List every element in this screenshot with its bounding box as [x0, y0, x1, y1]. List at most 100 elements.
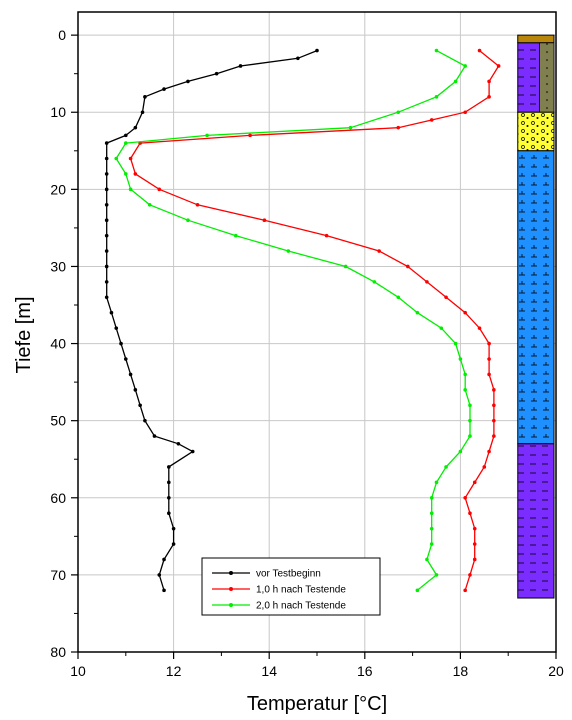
data-point: [128, 187, 133, 192]
data-point: [415, 588, 420, 593]
data-point: [186, 218, 190, 222]
data-point: [214, 71, 219, 76]
data-point: [124, 172, 128, 176]
data-point: [396, 295, 401, 300]
data-point: [468, 403, 472, 408]
data-point: [104, 218, 109, 222]
data-point: [205, 133, 209, 138]
data-point: [396, 125, 401, 130]
data-point: [472, 557, 477, 562]
data-point: [458, 449, 463, 454]
data-point: [463, 372, 467, 377]
data-point: [482, 465, 487, 469]
data-point: [109, 310, 114, 315]
data-point: [147, 202, 152, 207]
data-point: [128, 372, 133, 377]
legend: vor Testbeginn 1,0 h nach Testende 2,0 h n…: [201, 557, 381, 616]
y-tick-label: 0: [58, 27, 66, 43]
data-point: [463, 388, 467, 392]
legend-label: 1,0 h nach Testende: [256, 585, 346, 596]
data-point: [162, 87, 166, 91]
data-point: [472, 542, 477, 546]
data-point: [468, 418, 472, 423]
data-point: [133, 172, 138, 176]
data-point: [143, 95, 147, 99]
grid: [77, 12, 557, 653]
y-axis-title: Tiefe [m]: [13, 296, 35, 373]
data-point: [343, 264, 348, 269]
data-point: [468, 573, 472, 577]
data-point: [477, 48, 482, 53]
data-point: [104, 249, 109, 253]
data-point: [434, 95, 439, 99]
data-point: [444, 465, 448, 469]
data-point: [463, 110, 467, 115]
data-point: [238, 64, 243, 68]
data-point: [453, 341, 458, 346]
data-point: [487, 95, 491, 99]
data-point: [114, 156, 119, 161]
y-tick-label: 20: [50, 181, 66, 197]
y-tick-label: 60: [50, 490, 66, 506]
x-tick-label: 18: [453, 663, 469, 679]
data-point: [133, 388, 138, 392]
legend-swatch-marker: [229, 603, 233, 607]
data-point: [167, 511, 171, 516]
lithology-layer: [517, 111, 555, 152]
data-point: [104, 141, 109, 145]
data-point: [444, 295, 448, 300]
data-point: [377, 249, 381, 253]
data-point: [492, 403, 496, 408]
y-tick-label: 80: [50, 644, 66, 660]
data-point: [286, 249, 291, 253]
data-point: [348, 125, 353, 130]
data-point: [186, 79, 190, 84]
data-point: [487, 357, 491, 361]
data-point: [104, 264, 109, 269]
data-point: [472, 480, 477, 485]
lithology-column: [517, 34, 555, 599]
x-tick-label: 12: [166, 663, 182, 679]
data-point: [162, 588, 166, 593]
data-point: [487, 79, 491, 84]
data-point: [492, 388, 496, 392]
data-point: [372, 280, 377, 284]
data-point: [296, 56, 300, 61]
series-group: [104, 48, 501, 593]
data-point: [104, 202, 109, 207]
data-point: [463, 588, 467, 593]
data-point: [425, 280, 429, 284]
data-point: [138, 403, 142, 408]
data-point: [463, 310, 467, 315]
data-point: [468, 511, 472, 516]
data-point: [463, 495, 467, 500]
data-point: [425, 557, 429, 562]
data-point: [104, 295, 109, 300]
legend-label: vor Testbeginn: [256, 569, 321, 580]
data-point: [190, 449, 195, 454]
data-point: [167, 480, 171, 485]
data-point: [406, 264, 410, 269]
lithology-layer: [517, 443, 555, 599]
data-point: [143, 418, 147, 423]
data-point: [472, 526, 477, 531]
data-point: [128, 156, 133, 161]
data-point: [429, 511, 434, 516]
data-point: [315, 48, 319, 53]
data-point: [157, 573, 162, 577]
data-point: [114, 326, 119, 330]
data-point: [434, 480, 439, 485]
data-point: [233, 233, 238, 238]
series-line: [129, 50, 500, 591]
data-point: [195, 202, 200, 207]
data-point: [124, 133, 128, 138]
data-point: [133, 125, 138, 130]
data-point: [463, 64, 467, 68]
data-point: [453, 79, 458, 84]
data-point: [167, 465, 171, 469]
data-point: [171, 526, 176, 531]
x-tick-label: 14: [261, 663, 277, 679]
data-point: [434, 573, 439, 577]
data-point: [262, 218, 267, 222]
